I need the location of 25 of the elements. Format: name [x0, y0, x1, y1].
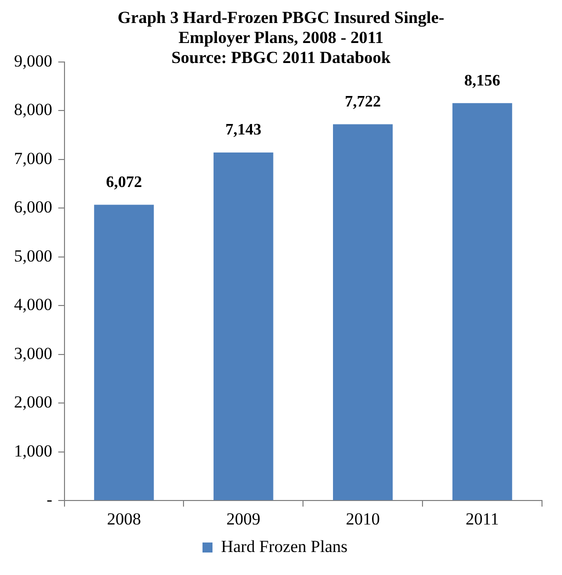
data-label: 7,143 — [225, 122, 262, 139]
x-tick-label: 2009 — [226, 509, 260, 528]
data-label: 8,156 — [464, 72, 500, 90]
bar — [94, 204, 154, 500]
data-label: 7,722 — [344, 93, 381, 110]
bar — [332, 124, 393, 500]
y-tick-label: 5,000 — [14, 246, 52, 266]
x-tick-label: 2011 — [466, 509, 499, 528]
y-tick-label: 9,000 — [14, 51, 52, 70]
bar — [214, 152, 274, 500]
data-label: 6,072 — [106, 174, 142, 191]
y-tick-label: 8,000 — [14, 100, 52, 120]
x-tick-label: 2010 — [346, 509, 380, 528]
x-tick-label: 2008 — [106, 509, 141, 528]
bar — [452, 103, 512, 500]
y-tick-label: 7,000 — [14, 148, 52, 168]
y-tick-label: 2,000 — [14, 392, 52, 412]
chart-title: Graph 3 Hard-Frozen PBGC Insured Single-Employer Plans, 2008 - 2011 — [116, 8, 446, 48]
y-tick-label: 1,000 — [14, 441, 52, 460]
y-tick-label: 6,000 — [14, 198, 52, 217]
y-tick-label: 3,000 — [14, 344, 52, 363]
y-tick-label: 4,000 — [14, 295, 52, 314]
legend-label: Hard Frozen Plans — [220, 536, 348, 556]
chart-subtitle: Source: PBGC 2011 Databook — [171, 48, 391, 67]
y-tick-label: - — [46, 490, 53, 510]
